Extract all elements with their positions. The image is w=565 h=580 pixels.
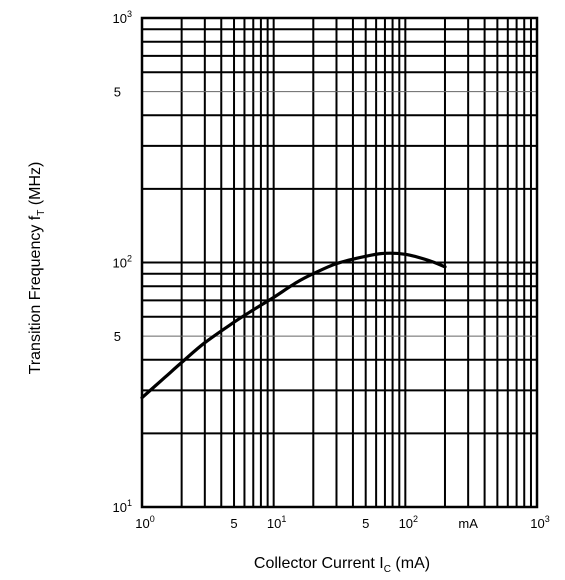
x-tick-label: 5 bbox=[362, 516, 369, 531]
x-axis-title: Collector Current IC (mA) bbox=[254, 555, 430, 575]
plot-frame bbox=[140, 16, 539, 509]
y-tick-label: 5 bbox=[114, 85, 121, 100]
curve-layer bbox=[140, 251, 447, 400]
y-tick-label: 5 bbox=[114, 329, 121, 344]
series-line-0 bbox=[140, 251, 447, 400]
x-tick-label: 101 bbox=[267, 514, 286, 531]
y-axis-title: Transition Frequency fT (MHz) bbox=[27, 162, 47, 375]
x-tick-label: 100 bbox=[135, 514, 154, 531]
tick-layer: 100 5 101 5 102 mA 103 101 5 102 5 103 bbox=[113, 9, 550, 531]
x-tick-label: 5 bbox=[230, 516, 237, 531]
x-tick-label: mA bbox=[458, 516, 478, 531]
y-tick-label: 103 bbox=[113, 9, 132, 26]
y-tick-label: 101 bbox=[113, 498, 132, 515]
grid-layer bbox=[140, 16, 539, 509]
x-tick-label: 102 bbox=[399, 514, 418, 531]
y-tick-label: 102 bbox=[113, 254, 132, 271]
x-tick-label: 103 bbox=[530, 514, 549, 531]
